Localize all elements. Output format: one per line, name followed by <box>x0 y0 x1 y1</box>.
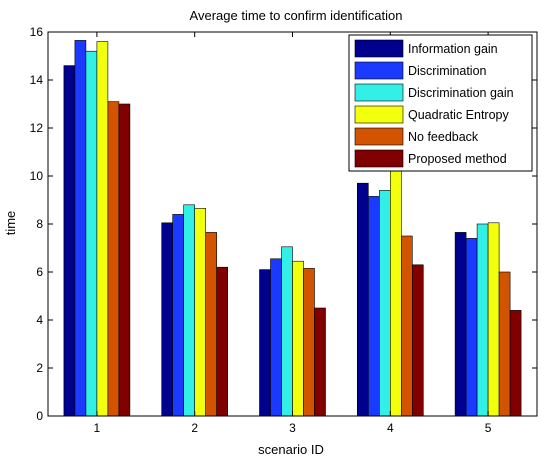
y-tick-label: 14 <box>30 73 44 87</box>
bar-6-2 <box>216 266 228 417</box>
y-tick-label: 16 <box>30 25 44 39</box>
bar-6-1 <box>118 103 131 417</box>
y-tick-label: 4 <box>36 313 43 327</box>
x-tick-label: 1 <box>94 421 101 435</box>
bar-3-3 <box>281 246 293 417</box>
x-tick-label: 3 <box>289 421 296 435</box>
legend-swatch <box>354 61 404 80</box>
bar-2-2 <box>172 214 184 417</box>
legend: Information gain Discrimination Discrimina… <box>348 34 533 172</box>
bar-4-1 <box>96 41 109 417</box>
y-tick-label: 12 <box>30 121 44 135</box>
chart-title: Average time to confirm identification <box>190 8 403 23</box>
legend-label: No feedback <box>408 130 479 144</box>
plot-area <box>47 31 538 417</box>
y-tick-label: 8 <box>36 217 43 231</box>
legend-label: Discrimination gain <box>408 86 514 100</box>
y-tick-label: 0 <box>36 409 43 423</box>
bar-1-5 <box>454 232 467 417</box>
legend-label: Proposed method <box>408 152 507 166</box>
legend-label: Quadratic Entropy <box>408 108 509 122</box>
x-tick-label: 2 <box>191 421 198 435</box>
bar-5-1 <box>107 101 120 417</box>
legend-label: Discrimination <box>408 64 487 78</box>
legend-swatch <box>354 127 404 146</box>
bar-4-4 <box>389 170 402 417</box>
bar-1-1 <box>63 65 76 417</box>
bar-3-4 <box>378 190 391 417</box>
bar-3-5 <box>476 223 489 417</box>
bar-2-4 <box>367 196 380 417</box>
bar-4-3 <box>292 260 304 417</box>
bar-2-5 <box>465 238 478 417</box>
bar-5-4 <box>400 235 413 417</box>
x-tick-label: 5 <box>485 421 492 435</box>
y-axis-label: time <box>3 211 18 236</box>
x-tick-label: 4 <box>387 421 394 435</box>
bar-1-3 <box>259 269 271 417</box>
legend-swatch <box>354 39 404 58</box>
legend-label: Information gain <box>408 42 498 56</box>
legend-swatch <box>354 149 404 168</box>
bar-6-5 <box>509 310 522 417</box>
bar-5-3 <box>303 268 315 417</box>
y-tick-label: 6 <box>36 265 43 279</box>
bar-2-1 <box>74 40 87 417</box>
bar-5-5 <box>498 271 511 417</box>
y-tick-label: 2 <box>36 361 43 375</box>
bar-3-2 <box>183 204 195 417</box>
x-axis-label: scenario ID <box>258 442 324 457</box>
bar-5-2 <box>205 232 217 417</box>
bars-group <box>63 40 522 417</box>
bar-3-1 <box>85 50 98 417</box>
bar-2-3 <box>270 258 282 417</box>
y-tick-label: 10 <box>30 169 44 183</box>
legend-swatch <box>354 105 404 124</box>
bar-4-5 <box>487 222 500 417</box>
legend-box <box>348 34 533 172</box>
bar-6-4 <box>411 264 424 417</box>
bar-1-2 <box>161 222 173 417</box>
bar-6-3 <box>314 307 326 417</box>
bar-4-2 <box>194 208 206 417</box>
legend-swatch <box>354 83 404 102</box>
bar-1-4 <box>356 182 369 417</box>
